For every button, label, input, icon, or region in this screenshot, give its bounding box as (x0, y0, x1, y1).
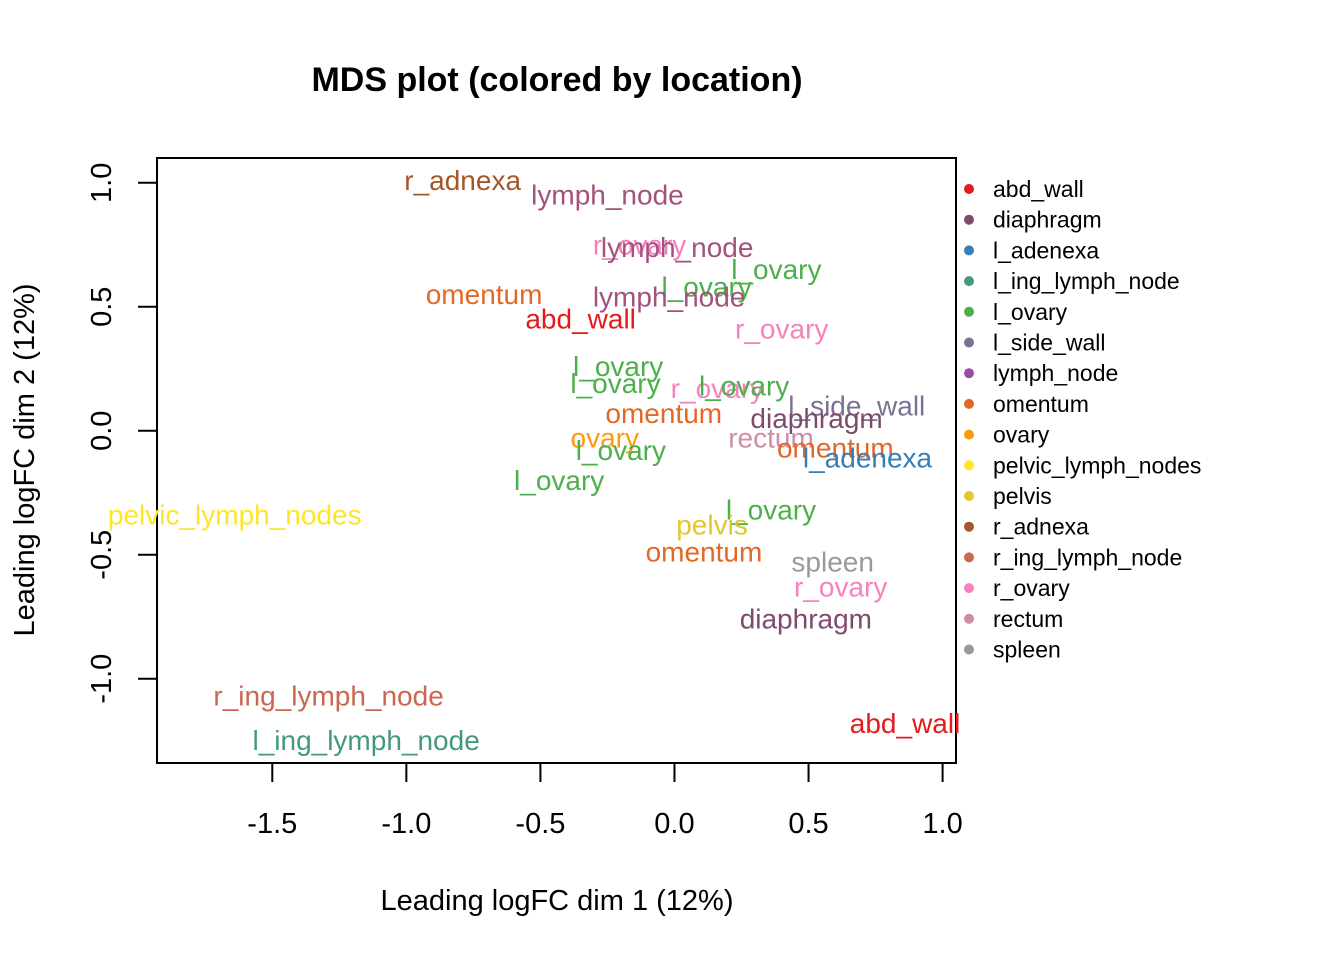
legend-label: spleen (993, 637, 1061, 663)
point-label-r_ovary: r_ovary (671, 373, 764, 404)
y-tick-label: 1.0 (86, 163, 118, 203)
point-label-pelvis: pelvis (676, 509, 748, 540)
legend-label: abd_wall (993, 176, 1084, 202)
legend-label: rectum (993, 606, 1063, 632)
point-label-l_ovary: l_ovary (573, 351, 663, 382)
point-label-r_ovary: r_ovary (794, 571, 887, 602)
legend-swatch (964, 337, 974, 348)
legend-swatch (964, 521, 974, 532)
point-label-diaphragm: diaphragm (740, 604, 872, 635)
legend-swatch (964, 644, 974, 655)
y-tick-label: 0.5 (86, 287, 118, 327)
legend-label: l_side_wall (993, 330, 1106, 356)
point-label-omentum: omentum (646, 537, 763, 568)
x-tick-label: 1.0 (922, 808, 962, 840)
x-axis-label: Leading logFC dim 1 (12%) (380, 885, 733, 917)
point-label-l_ovary: l_ovary (699, 371, 789, 402)
point-label-l_ovary: l_ovary (662, 271, 752, 302)
point-label-l_ovary: l_ovary (731, 254, 821, 285)
point-label-r_ing_lymph_node: r_ing_lymph_node (213, 681, 443, 712)
point-label-lymph_node: lymph_node (531, 180, 684, 211)
legend-swatch (964, 429, 974, 440)
point-label-r_ovary: r_ovary (593, 229, 686, 260)
point-label-omentum: omentum (426, 279, 543, 310)
point-label-l_adenexa: l_adenexa (803, 443, 933, 474)
x-axis: -1.5 -1.0 -0.5 0.0 0.5 1.0 (247, 762, 963, 840)
legend-swatch (964, 398, 974, 409)
point-label-omentum: omentum (605, 398, 722, 429)
legend-label: lymph_node (993, 360, 1118, 386)
legend-label: omentum (993, 391, 1089, 417)
legend-swatch (964, 276, 974, 287)
x-tick-label: 0.0 (654, 808, 694, 840)
chart-title: MDS plot (colored by location) (311, 61, 802, 99)
legend-label: pelvic_lymph_nodes (993, 452, 1201, 478)
point-label-r_adnexa: r_adnexa (404, 165, 521, 196)
point-label-lymph_node: lymph_node (601, 232, 754, 263)
point-label-omentum: omentum (777, 433, 894, 464)
x-tick-label: -0.5 (515, 808, 565, 840)
point-labels: r_adnexa lymph_noder_ovarylymph_nodel_ova… (108, 165, 960, 756)
legend-swatch (964, 460, 974, 471)
point-label-rectum: rectum (728, 423, 814, 454)
point-label-pelvic_lymph_nodes: pelvic_lymph_nodes (108, 500, 362, 531)
legend-swatch (964, 583, 974, 594)
point-label-l_ing_lymph_node: l_ing_lymph_node (252, 725, 479, 756)
point-label-l_ovary: l_ovary (726, 495, 816, 526)
legend-label: r_ing_lymph_node (993, 544, 1182, 570)
y-axis-label: Leading logFC dim 2 (12%) (9, 283, 41, 636)
legend-swatch (964, 245, 974, 256)
point-label-diaphragm: diaphragm (750, 403, 882, 434)
legend-swatch (964, 184, 974, 194)
legend-label: diaphragm (993, 207, 1102, 233)
x-tick-label: 0.5 (788, 808, 828, 840)
point-label-spleen: spleen (791, 547, 874, 578)
point-label-abd_wall: abd_wall (525, 304, 636, 335)
legend-label: pelvis (993, 483, 1052, 509)
legend-label: l_ovary (993, 299, 1068, 325)
legend-swatch (964, 368, 974, 379)
point-label-ovary: ovary (571, 423, 639, 454)
legend-label: l_adenexa (993, 237, 1099, 263)
y-tick-label: 0.0 (86, 411, 118, 451)
legend-swatch (964, 306, 974, 317)
legend-label: ovary (993, 422, 1050, 448)
point-label-l_ovary: l_ovary (514, 465, 604, 496)
point-label-l_ovary: l_ovary (576, 435, 666, 466)
x-tick-label: -1.5 (247, 808, 297, 840)
legend-label: r_ovary (993, 575, 1070, 601)
point-label-abd_wall: abd_wall (850, 708, 961, 739)
legend-label: r_adnexa (993, 514, 1089, 540)
legend-swatch (964, 552, 974, 563)
y-tick-label: -0.5 (86, 530, 118, 580)
point-label-lymph_node: lymph_node (593, 281, 746, 312)
x-tick-label: -1.0 (381, 808, 431, 840)
point-label-l_side_wall: l_side_wall (788, 390, 925, 421)
point-label-r_ovary: r_ovary (735, 314, 828, 345)
legend-swatch (964, 214, 974, 225)
y-tick-label: -1.0 (86, 654, 118, 704)
legend-label: l_ing_lymph_node (993, 268, 1180, 294)
legend-swatch (964, 491, 974, 501)
legend-swatch (964, 613, 974, 624)
point-label-l_ovary: l_ovary (570, 368, 660, 399)
y-axis: -1.0 -0.5 0.0 0.5 1.0 (86, 163, 158, 704)
legend: abd_wall diaphragm l_adenexa l_ing_lymph_no… (964, 176, 1201, 663)
